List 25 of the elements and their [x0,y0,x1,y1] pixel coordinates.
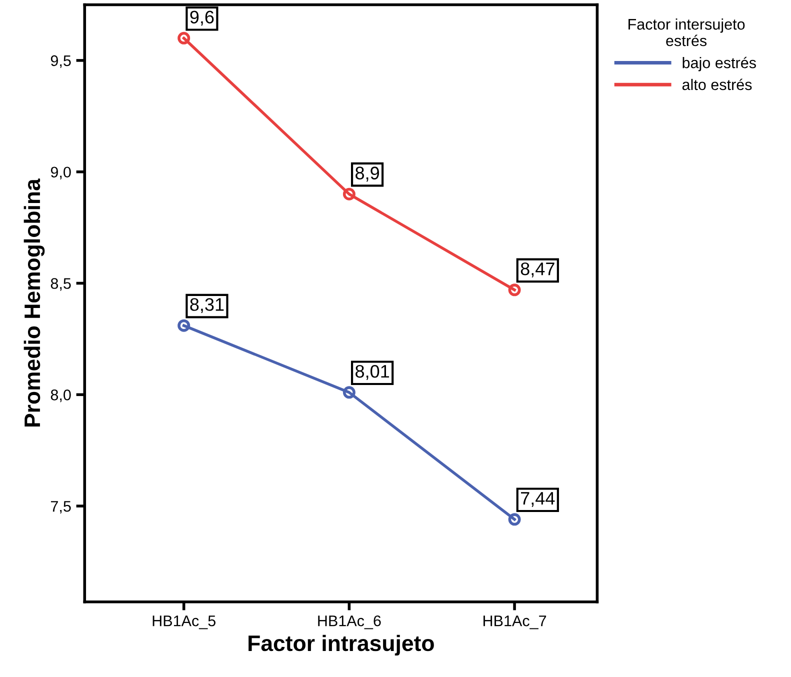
x-tick-label: HB1Ac_5 [152,616,216,630]
point [508,284,521,296]
y-axis-title: Promedio Hemoglobina [24,178,45,427]
y-tick-label: 9,5 [50,55,71,68]
data-label: 8,9 [356,166,379,182]
y-tick-label: 8,5 [50,278,71,291]
data-label: 8,01 [356,364,390,380]
legend-title: Factor intersujeto estrés [628,18,745,46]
legend-label: bajo estrés [682,56,756,72]
point [178,319,190,332]
data-label: 9,6 [190,10,214,26]
point [178,32,190,44]
x-tick-label: HB1Ac_7 [484,616,546,630]
data-label: 8,31 [190,298,224,314]
data-label: 7,44 [521,492,555,507]
legend-label: alto estrés [682,78,752,90]
y-tick-label: 8,0 [50,390,71,402]
point [508,513,521,526]
x-tick-label: HB1Ac_6 [318,615,381,630]
point [342,188,356,200]
point [342,386,356,399]
y-tick-label: 9,0 [50,166,71,180]
y-tick-label: 7,5 [50,501,71,514]
x-axis-title: Factor intrasujeto [248,634,434,656]
data-label: 8,47 [520,262,554,278]
